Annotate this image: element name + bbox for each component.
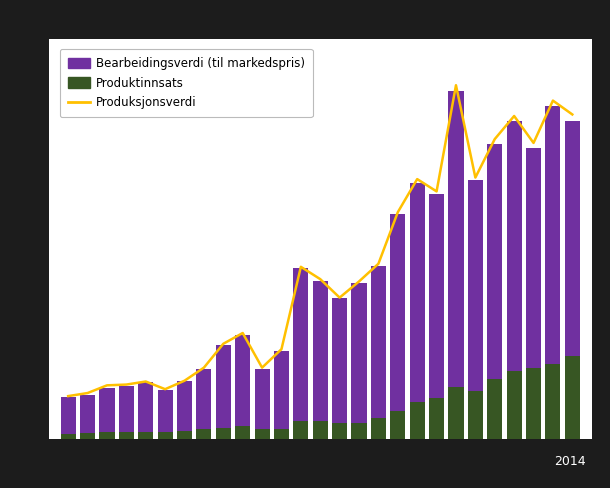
Bar (448, 387, 464, 439)
Bar (545, 364, 561, 439)
Bar (99, 387, 115, 432)
Text: 2014: 2014 (554, 455, 586, 468)
Bar (177, 382, 192, 431)
Bar (138, 382, 153, 431)
Bar (390, 411, 406, 439)
Bar (526, 367, 541, 439)
Bar (80, 395, 95, 433)
Bar (177, 431, 192, 439)
Bar (429, 398, 444, 439)
Bar (60, 434, 76, 439)
Bar (293, 268, 309, 421)
Bar (274, 429, 289, 439)
Bar (293, 421, 309, 439)
Bar (351, 423, 367, 439)
Bar (506, 371, 522, 439)
Bar (351, 283, 367, 423)
Bar (410, 402, 425, 439)
Bar (157, 431, 173, 439)
Bar (196, 369, 212, 429)
Bar (332, 298, 347, 423)
Bar (487, 144, 502, 379)
Bar (254, 429, 270, 439)
Legend: Bearbeidingsverdi (til markedspris), Produktinnsats, Produksjonsverdi: Bearbeidingsverdi (til markedspris), Pro… (60, 49, 313, 118)
Bar (99, 432, 115, 439)
Bar (235, 426, 250, 439)
Bar (274, 351, 289, 429)
Bar (545, 106, 561, 364)
Bar (371, 418, 386, 439)
Bar (429, 195, 444, 398)
Bar (216, 346, 231, 428)
Bar (138, 431, 153, 439)
Bar (410, 183, 425, 402)
Bar (332, 423, 347, 439)
Bar (216, 428, 231, 439)
Bar (506, 122, 522, 371)
Bar (254, 369, 270, 429)
Bar (468, 391, 483, 439)
Bar (119, 432, 134, 439)
Bar (487, 379, 502, 439)
Bar (448, 91, 464, 387)
Bar (119, 386, 134, 432)
Bar (313, 421, 328, 439)
Bar (526, 148, 541, 367)
Bar (468, 180, 483, 391)
Bar (80, 433, 95, 439)
Bar (196, 429, 212, 439)
Bar (565, 356, 580, 439)
Bar (60, 397, 76, 434)
Bar (565, 122, 580, 356)
Bar (371, 266, 386, 418)
Bar (390, 215, 406, 411)
Bar (235, 335, 250, 426)
Bar (313, 281, 328, 421)
Bar (157, 390, 173, 431)
